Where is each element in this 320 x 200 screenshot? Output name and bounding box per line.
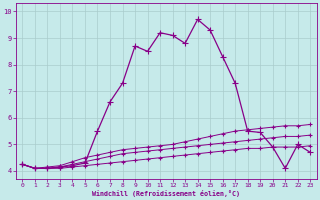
X-axis label: Windchill (Refroidissement éolien,°C): Windchill (Refroidissement éolien,°C) <box>92 190 240 197</box>
